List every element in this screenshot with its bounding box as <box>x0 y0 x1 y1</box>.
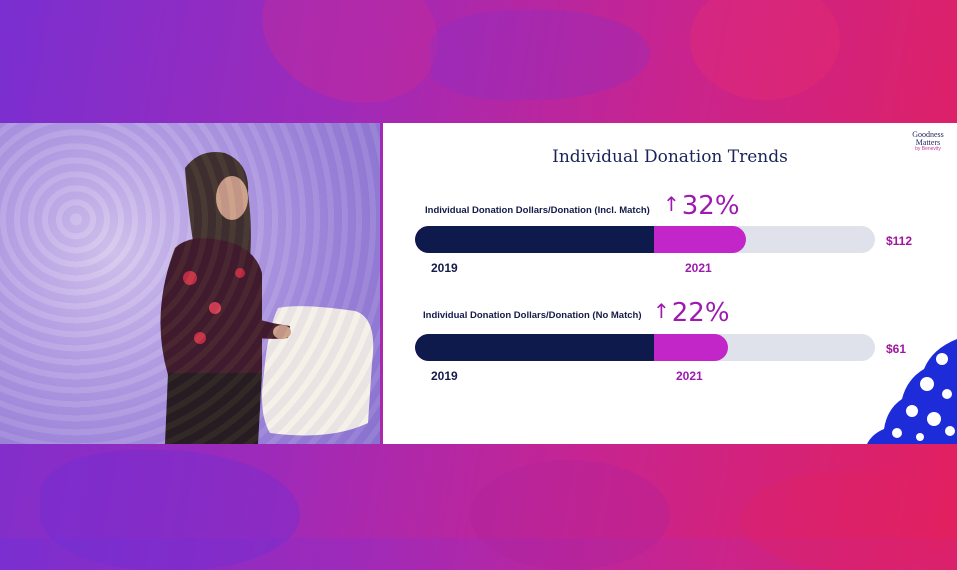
decorative-coral-graphic <box>867 339 957 444</box>
amount-label: $61 <box>886 342 907 356</box>
year-label-2019: 2019 <box>431 261 458 275</box>
change-value: 32% <box>681 191 740 221</box>
change-indicator: ↑22% <box>653 300 730 326</box>
metric-label: Individual Donation Dollars/Donation (No… <box>423 310 642 321</box>
bar-track <box>415 226 875 253</box>
background-blob <box>690 0 840 100</box>
background-blob <box>241 0 459 127</box>
bar-2019 <box>415 334 654 361</box>
speaker-video <box>0 123 380 444</box>
background-blob <box>40 450 300 570</box>
chair <box>262 306 374 436</box>
speaker-figure <box>160 152 374 444</box>
year-label-2019: 2019 <box>431 369 458 383</box>
metric-label: Individual Donation Dollars/Donation (In… <box>425 205 650 216</box>
change-indicator: ↑32% <box>663 193 740 219</box>
amount-label: $112 <box>886 234 913 248</box>
video-backdrop <box>0 123 380 444</box>
slide-title: Individual Donation Trends <box>552 147 788 167</box>
bar-2019 <box>415 226 654 253</box>
pants <box>165 373 262 444</box>
hands <box>273 325 291 339</box>
goodness-matters-logo: Goodness Matters by Benevity <box>912 130 944 152</box>
bar-track <box>415 334 875 361</box>
background-blob <box>470 460 670 570</box>
up-arrow-icon: ↑ <box>653 299 670 323</box>
year-label-2021: 2021 <box>676 369 703 383</box>
face <box>216 176 248 220</box>
background-blob <box>430 10 650 100</box>
background-blob <box>740 470 957 570</box>
up-arrow-icon: ↑ <box>663 192 680 216</box>
year-label-2021: 2021 <box>685 261 712 275</box>
change-value: 22% <box>671 298 730 328</box>
presentation-slide: Goodness Matters by Benevity Individual … <box>383 123 957 444</box>
